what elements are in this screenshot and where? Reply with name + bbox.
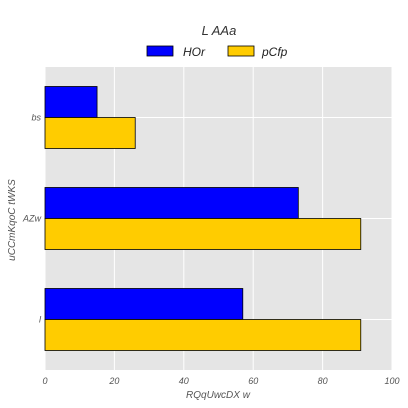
bars bbox=[44, 86, 362, 351]
x-tick-label-4: 80 bbox=[318, 376, 328, 386]
y-tick-label-1: AZw bbox=[22, 214, 42, 224]
legend-label-series-1: pCfp bbox=[261, 45, 288, 59]
bar-pCfp-AZw bbox=[44, 218, 362, 250]
bar-HOr-bs bbox=[44, 86, 98, 118]
x-tick-label-1: 20 bbox=[108, 376, 119, 386]
x-tick-label-3: 60 bbox=[248, 376, 258, 386]
legend-swatch-series-1 bbox=[227, 45, 255, 57]
y-tick-labels: bs AZw l bbox=[22, 113, 42, 325]
legend-label-series-0: HOr bbox=[183, 45, 206, 59]
x-tick-label-0: 0 bbox=[42, 376, 47, 386]
y-tick-label-0: bs bbox=[31, 113, 41, 123]
x-tick-labels: 0 20 40 60 80 100 bbox=[42, 376, 399, 386]
chart-title: L AAa bbox=[202, 23, 237, 38]
bar-pCfp-l bbox=[44, 319, 362, 351]
y-tick-label-2: l bbox=[39, 315, 42, 325]
x-axis-label: RQqUwcDX w bbox=[186, 390, 251, 401]
legend-swatch-series-0 bbox=[146, 45, 174, 57]
legend: HOr pCfp bbox=[146, 45, 288, 59]
y-axis-label: uCCmKqoC tWKS bbox=[7, 179, 18, 261]
bar-pCfp-bs bbox=[44, 117, 136, 149]
bar-HOr-AZw bbox=[44, 187, 299, 219]
x-tick-label-5: 100 bbox=[384, 376, 399, 386]
x-tick-label-2: 40 bbox=[179, 376, 189, 386]
bar-HOr-l bbox=[44, 288, 244, 320]
